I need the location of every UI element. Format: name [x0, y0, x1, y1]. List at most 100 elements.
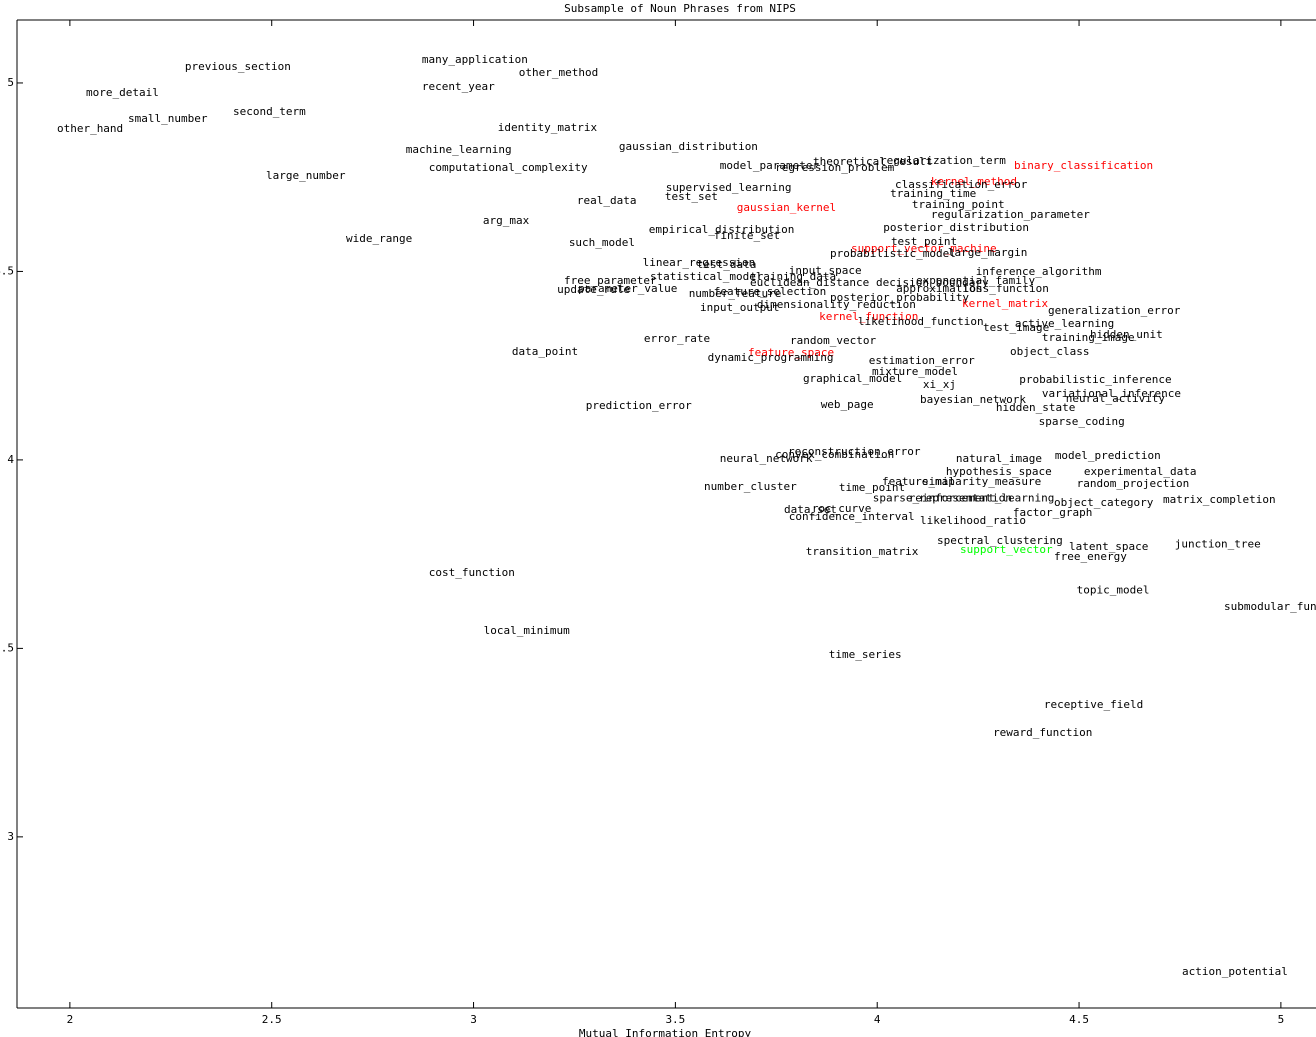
point-label: arg_max [483, 214, 530, 227]
point-label: likelihood_ratio [920, 514, 1026, 527]
point-label: experimental_data [1084, 465, 1197, 478]
point-label: neural_activity [1066, 392, 1166, 405]
point-label: wide_range [346, 232, 412, 245]
point-label: more_detail [86, 86, 159, 99]
point-label: binary_classification [1014, 159, 1153, 172]
point-label: large_number [266, 169, 346, 182]
point-label: regularization_parameter [931, 208, 1090, 221]
x-tick-label: 3 [470, 1013, 477, 1026]
point-label: support_vector [960, 543, 1053, 556]
point-label: training_point [912, 198, 1005, 211]
x-tick-label: 5 [1278, 1013, 1285, 1026]
point-label: bayesian_network [920, 393, 1026, 406]
point-label: sparse_coding [1039, 415, 1125, 428]
point-label: supervised_learning [666, 181, 792, 194]
point-label: euclidean_distance [750, 276, 869, 289]
point-label: probabilistic_model [830, 247, 956, 260]
point-label: such_model [569, 236, 635, 249]
point-label: small_number [128, 112, 208, 125]
x-axis-label: Mutual Information Entropy [579, 1027, 752, 1037]
point-label: junction_tree [1175, 538, 1261, 551]
point-label: parameter_value [578, 282, 677, 295]
point-label: test_data [697, 258, 757, 271]
point-label: neural_network [720, 452, 813, 465]
x-tick-label: 2 [67, 1013, 74, 1026]
point-label: linear_regression [643, 256, 756, 269]
point-label: feature_space [748, 346, 834, 359]
point-label: probabilistic_inference [1019, 373, 1171, 386]
point-label: action_potential [1182, 965, 1288, 978]
point-label: statistical_model [650, 270, 763, 283]
point-label: generalization_error [1048, 304, 1181, 317]
point-label: time_series [829, 648, 902, 661]
point-label: training_time [890, 187, 976, 200]
point-label: classification_error [895, 178, 1028, 191]
y-tick-label: 3.5 [0, 641, 14, 654]
point-label: decision_boundary [876, 276, 989, 289]
point-label: confidence_interval [789, 510, 915, 523]
point-label: gaussian_distribution [619, 140, 758, 153]
point-label: inference_algorithm [976, 265, 1102, 278]
point-label: submodular_function [1224, 600, 1316, 613]
point-label: spectral_clustering [937, 534, 1063, 547]
point-label: cost_function [429, 566, 515, 579]
point-label: second_term [233, 105, 306, 118]
point-label: error_rate [644, 332, 710, 345]
point-label: mixture_model [872, 365, 958, 378]
point-label: input_output [700, 301, 779, 314]
x-tick-label: 3.5 [665, 1013, 685, 1026]
point-label: real_data [577, 194, 637, 207]
point-label: model_prediction [1055, 449, 1161, 462]
point-label: object_class [1010, 345, 1089, 358]
point-label: convex_combination [775, 448, 894, 461]
point-label: previous_section [185, 60, 291, 73]
point-label: variational_inference [1042, 387, 1181, 400]
point-label: posterior_probability [830, 291, 969, 304]
point-label: input_space [789, 264, 862, 277]
x-tick-label: 2.5 [262, 1013, 282, 1026]
point-label: training_data [750, 270, 836, 283]
point-label: approximation [896, 282, 982, 295]
point-label: xi_xj [923, 378, 956, 391]
point-label: graphical_model [803, 372, 902, 385]
point-label: other_hand [57, 122, 123, 135]
point-label: support_vector_machine [851, 242, 997, 255]
point-label: test_point [891, 235, 957, 248]
point-label: transition_matrix [806, 545, 919, 558]
y-tick-label: 4 [7, 453, 14, 466]
point-label: similarity_measure [922, 475, 1041, 488]
point-label: random_vector [790, 334, 876, 347]
point-label: exponential_family [916, 274, 1036, 287]
point-label: data_set [784, 503, 837, 516]
point-label: hidden_state [996, 401, 1075, 414]
point-label: test_set [665, 190, 718, 203]
point-label: estimation_error [869, 354, 975, 367]
point-label: regularization_term [880, 154, 1006, 167]
point-label: regression_problem [775, 161, 895, 174]
point-label: gaussian_kernel [737, 201, 836, 214]
point-label: likelihood_function [858, 315, 984, 328]
point-label: data_point [512, 345, 578, 358]
point-label: theoretical_result [813, 155, 932, 168]
y-tick-label: 3 [7, 830, 14, 843]
point-label: many_application [422, 53, 528, 66]
point-label: dimensionality_reduction [757, 298, 916, 311]
point-label: active_learning [1015, 317, 1114, 330]
x-tick-label: 4 [874, 1013, 881, 1026]
point-label: posterior_distribution [883, 221, 1029, 234]
point-label: training_image [1042, 331, 1135, 344]
point-label: kernel_method [931, 175, 1017, 188]
point-label: reconstruction_error [788, 445, 921, 458]
point-label: finite_set [714, 229, 780, 242]
point-label: update_rule [557, 283, 630, 296]
point-label: prediction_error [586, 399, 692, 412]
y-tick-label: 5 [7, 76, 14, 89]
point-label: random_projection [1077, 477, 1190, 490]
point-label: roc_curve [812, 502, 872, 515]
point-label: kernel_matrix [962, 297, 1048, 310]
point-label: feature_map [882, 475, 955, 488]
point-label: hypothesis_space [946, 465, 1052, 478]
point-label: free_parameter [564, 274, 657, 287]
